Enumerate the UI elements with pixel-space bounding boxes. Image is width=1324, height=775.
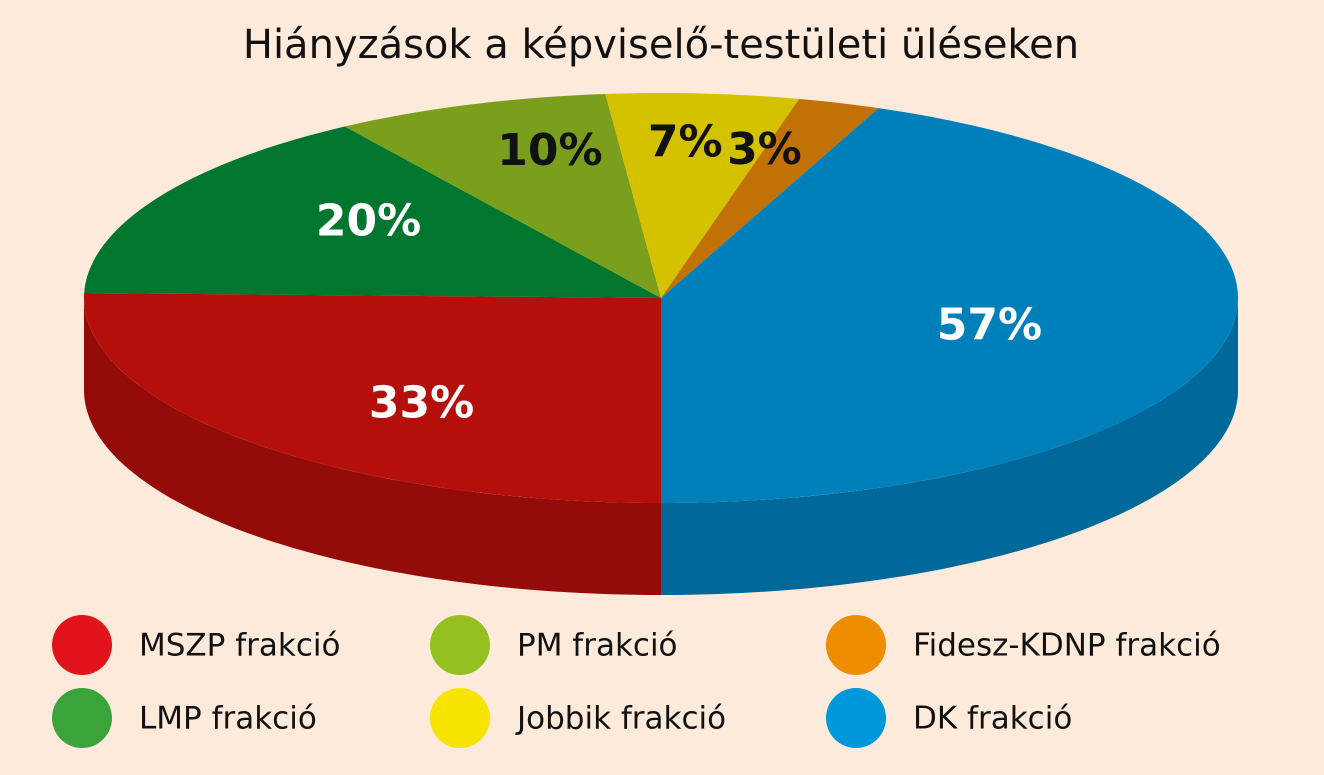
chart-title: Hiányzások a képviselő-testületi üléseke… [243,22,1079,68]
data-label: 10% [497,125,602,176]
data-label: 7% [648,117,723,168]
data-label: 33% [369,377,474,428]
pie-top: 33% 20% 10% 7% 3% 57% [84,93,1238,504]
slice [344,93,661,298]
data-label: 20% [316,195,421,246]
legend-swatch [52,615,112,675]
slice [84,293,662,503]
pie-sides [84,298,1238,595]
slice [605,93,800,299]
legend-label: LMP frakció [139,701,317,737]
slice-side [84,298,661,595]
legend-label: Jobbik frakció [515,701,726,737]
legend: MSZP frakció LMP frakció PM frakció Jobbik … [52,615,1221,748]
data-label: 3% [727,124,802,175]
legend-label: Fidesz-KDNP frakció [913,628,1221,664]
slice [84,126,662,298]
data-label: 57% [937,300,1042,351]
legend-label: PM frakció [517,628,678,664]
legend-swatch [826,688,886,748]
legend-swatch [826,615,886,675]
legend-swatch [430,615,490,675]
legend-label: MSZP frakció [139,628,340,664]
legend-swatch [52,688,112,748]
slice [661,98,879,298]
legend-label: DK frakció [913,701,1072,737]
slice-side [661,298,1238,595]
slice [661,108,1238,504]
legend-swatch [430,688,490,748]
